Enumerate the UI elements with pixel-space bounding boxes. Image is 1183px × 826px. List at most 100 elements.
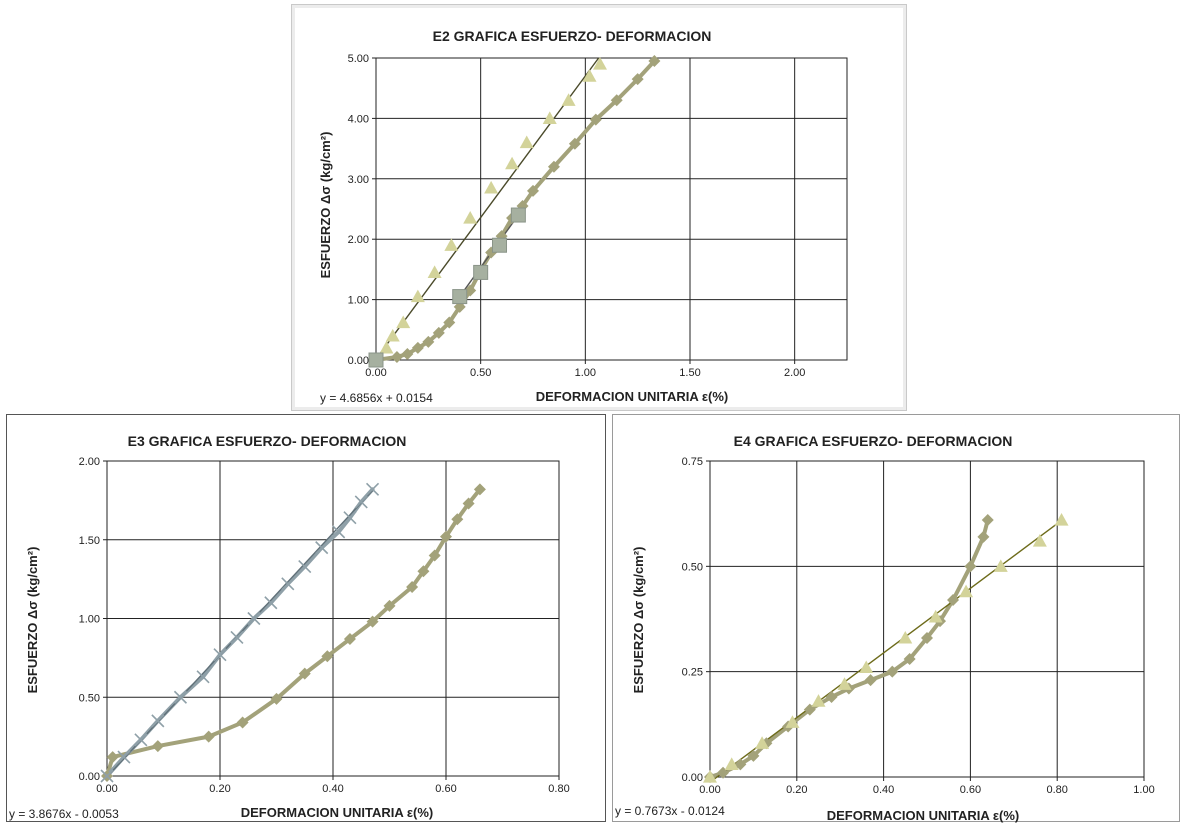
y-tick-label: 0.00 [79,771,100,783]
y-tick-label: 0.25 [682,667,703,679]
series-1-point [921,631,933,644]
series-3-point [368,352,384,368]
x-axis-title: DEFORMACION UNITARIA ε(%) [536,389,729,404]
series-group [100,482,486,783]
y-tick-label: 2.00 [348,234,369,246]
series-2-point [281,577,295,591]
x-tick-label: 0.60 [435,783,456,795]
series-2-point [396,315,411,329]
series-2-point [811,694,826,707]
series-2-point [264,596,278,610]
series-1-point [631,73,644,86]
series-2-point [592,57,607,70]
chart-title: E2 GRAFICA ESFUERZO- DEFORMACION [433,28,712,44]
trendline-equation: y = 3.8676x - 0.0053 [9,807,119,821]
x-tick-label: 1.50 [679,367,700,379]
series-2-point [993,559,1008,572]
series-2-point [785,715,800,728]
series-2-point [505,156,520,170]
series-1-point [451,513,464,526]
series-2-point [755,736,770,749]
series-1-point [422,335,435,348]
series-3-point [452,289,468,305]
plot-area [709,460,1145,778]
series-1-point [547,160,560,173]
x-tick-label: 0.40 [873,784,894,796]
series-2-point [379,340,394,354]
chart-e4: 0.00 0.20 0.40 0.60 0.80 1.00 0.00 0.25 0.50 0.75… [615,433,1155,823]
series-1-point [106,751,119,764]
series-1-point [473,483,486,496]
series-2-point [959,584,974,598]
chart-e3: 0.00 0.20 0.40 0.60 0.80 0.00 0.50 1.00 1.50 2.00… [9,433,570,821]
series-1-point [760,737,773,750]
series-2-point [343,511,357,525]
series-1-point [432,326,445,339]
series-2-point [519,135,534,149]
chart-e3-panel: 0.00 0.20 0.40 0.60 0.80 0.00 0.50 1.00 1.50 2.00… [6,414,606,822]
series-3-point [492,237,508,253]
series-2-point [196,670,210,684]
series-2-point [928,609,943,623]
x-tick-label: 0.50 [470,367,491,379]
y-tick-label: 1.50 [79,535,100,547]
series-2-point [332,525,346,539]
series-1-point [977,530,990,543]
series-2-point [427,265,442,279]
y-tick-label: 3.00 [348,174,369,186]
series-1-point [589,113,602,126]
series-group [368,55,661,368]
series-1-point [428,549,441,562]
series-1-point [527,184,539,197]
x-tick-label: 1.00 [575,367,596,379]
series-2-point [444,238,459,251]
series-1-point [610,94,623,107]
x-tick-label: 0.20 [786,784,807,796]
chart-e4-panel: 0.00 0.20 0.40 0.60 0.80 1.00 0.00 0.25 0.50 0.75… [612,414,1180,823]
x-tick-label: 0.20 [209,783,230,795]
series-1-point [151,740,164,753]
y-tick-label: 0.00 [348,355,369,367]
series-2-point [582,69,597,82]
series-2-point [561,93,576,106]
chart-title: E4 GRAFICA ESFUERZO- DEFORMACION [734,433,1013,449]
series-2-point [703,770,717,783]
series-1-point [298,667,311,680]
series-1-point [734,758,747,771]
series-2-point [298,559,312,574]
y-tick-label: 0.50 [682,561,703,573]
series-2-point [134,733,148,747]
series-1-point [236,716,249,729]
series-1-point [321,650,334,663]
series-2-point [117,750,131,764]
series-2-point [859,660,874,674]
series-3-point [473,264,489,280]
x-axis-title: DEFORMACION UNITARIA ε(%) [241,805,434,820]
y-axis-title: ESFUERZO Δσ (kg/cm²) [25,547,40,694]
series-1-point [903,653,916,666]
series-1-point [443,316,456,329]
series-1-point [717,766,730,779]
y-tick-label: 5.00 [348,53,369,65]
series-1-point [462,497,475,510]
series-2-point [315,541,329,555]
y-tick-label: 0.00 [682,772,703,784]
series-2-point [1032,534,1047,547]
series-1-point [383,599,396,612]
y-tick-label: 0.50 [79,692,100,704]
series-1-point [964,560,977,573]
x-tick-label: 2.00 [784,367,805,379]
series-1-point [406,581,419,593]
chart-e2-panel: 0.00 0.50 1.00 1.50 2.00 0.00 1.00 2.00 3.00 4.00… [291,4,907,411]
plot-area [375,57,848,361]
series-1-point [390,350,403,363]
x-tick-label: 1.00 [1133,784,1154,796]
chart-title: E3 GRAFICA ESFUERZO- DEFORMACION [128,433,407,449]
x-axis-title: DEFORMACION UNITARIA ε(%) [827,808,1020,823]
series-2-point [724,757,739,770]
x-tick-label: 0.00 [96,783,117,795]
series-2-point [173,690,188,704]
series-1-point [270,692,283,705]
series-2-point [151,714,165,728]
series-3-point [510,207,526,223]
